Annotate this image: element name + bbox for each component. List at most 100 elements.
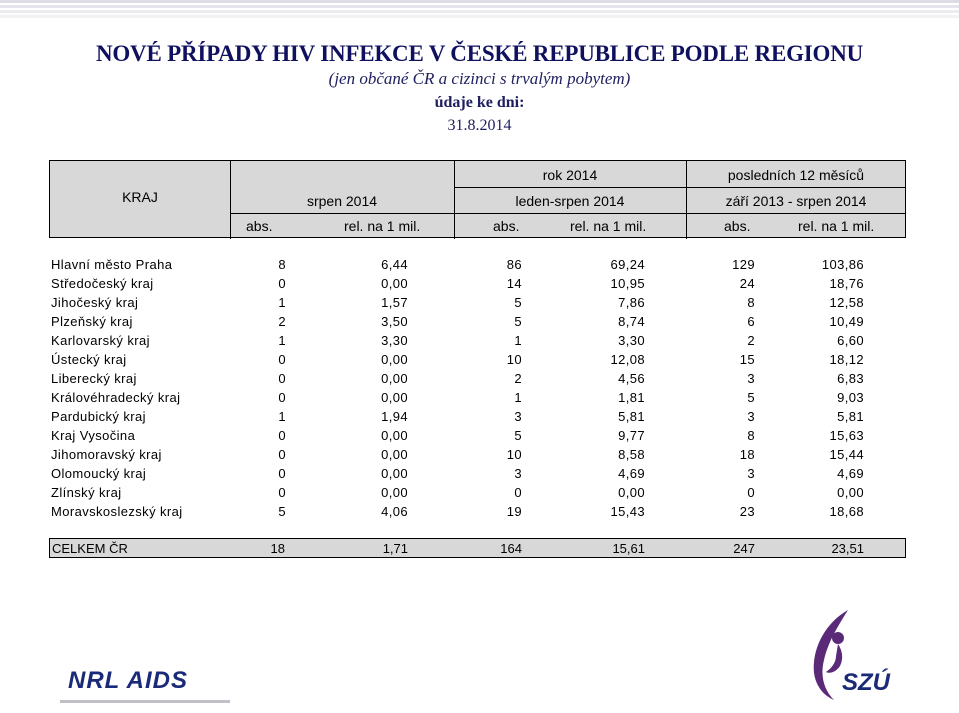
header-abs-1: abs. bbox=[246, 218, 273, 234]
cell-rel-year: 4,69 bbox=[618, 466, 645, 481]
cell-abs-month: 0 bbox=[278, 390, 286, 405]
cell-abs-year: 3 bbox=[514, 466, 522, 481]
cell-rel-12m: 4,69 bbox=[837, 466, 864, 481]
cell-rel-year: 12,08 bbox=[610, 352, 645, 367]
header-period-1: srpen 2014 bbox=[306, 193, 378, 209]
total-abs-12m: 247 bbox=[733, 541, 755, 556]
cell-abs-12m: 5 bbox=[747, 390, 755, 405]
cell-abs-12m: 15 bbox=[739, 352, 755, 367]
header-period-2: leden-srpen 2014 bbox=[515, 193, 625, 209]
cell-abs-year: 5 bbox=[514, 314, 522, 329]
cell-abs-year: 10 bbox=[506, 352, 522, 367]
region-name: Hlavní město Praha bbox=[51, 257, 173, 272]
cell-rel-12m: 6,83 bbox=[837, 371, 864, 386]
cell-abs-year: 10 bbox=[506, 447, 522, 462]
region-name: Olomoucký kraj bbox=[51, 466, 147, 481]
cell-rel-year: 5,81 bbox=[618, 409, 645, 424]
cell-abs-month: 8 bbox=[278, 257, 286, 272]
cell-rel-year: 69,24 bbox=[610, 257, 645, 272]
table-row: Karlovarský kraj 1 3,30 1 3,30 2 6,60 bbox=[49, 331, 906, 350]
cell-rel-month: 3,50 bbox=[381, 314, 408, 329]
cell-abs-month: 0 bbox=[278, 276, 286, 291]
date-value: 31.8.2014 bbox=[447, 117, 512, 134]
cell-rel-month: 0,00 bbox=[381, 390, 408, 405]
cell-abs-month: 0 bbox=[278, 485, 286, 500]
table-header: KRAJ rok 2014 posledních 12 měsíců srpen… bbox=[49, 160, 906, 239]
cell-abs-12m: 2 bbox=[747, 333, 755, 348]
total-row: CELKEM ČR 18 1,71 164 15,61 247 23,51 bbox=[49, 538, 906, 558]
cell-rel-12m: 10,49 bbox=[829, 314, 864, 329]
table-row: Plzeňský kraj 2 3,50 5 8,74 6 10,49 bbox=[49, 312, 906, 331]
header-abs-3: abs. bbox=[724, 218, 751, 234]
region-name: Liberecký kraj bbox=[51, 371, 137, 386]
cell-abs-month: 5 bbox=[278, 504, 286, 519]
szu-logo-icon: SZÚ bbox=[813, 610, 891, 700]
cell-abs-12m: 3 bbox=[747, 409, 755, 424]
cell-rel-month: 3,30 bbox=[381, 333, 408, 348]
header-rel-1: rel. na 1 mil. bbox=[344, 218, 421, 234]
table-row: Královéhradecký kraj 0 0,00 1 1,81 5 9,0… bbox=[49, 388, 906, 407]
header-abs-2: abs. bbox=[493, 218, 520, 234]
table-row: Pardubický kraj 1 1,94 3 5,81 3 5,81 bbox=[49, 407, 906, 426]
cell-rel-12m: 9,03 bbox=[837, 390, 864, 405]
cell-abs-month: 0 bbox=[278, 428, 286, 443]
top-decorative-stripes bbox=[0, 0, 959, 20]
table-row: Ústecký kraj 0 0,00 10 12,08 15 18,12 bbox=[49, 350, 906, 369]
total-abs-month: 18 bbox=[270, 541, 285, 556]
region-name: Kraj Vysočina bbox=[51, 428, 136, 443]
header-rok: rok 2014 bbox=[542, 167, 598, 183]
cell-rel-month: 1,94 bbox=[381, 409, 408, 424]
cell-abs-month: 2 bbox=[278, 314, 286, 329]
cell-rel-12m: 15,63 bbox=[829, 428, 864, 443]
cell-abs-year: 0 bbox=[514, 485, 522, 500]
cell-rel-12m: 18,12 bbox=[829, 352, 864, 367]
region-name: Pardubický kraj bbox=[51, 409, 146, 424]
region-name: Zlínský kraj bbox=[51, 485, 122, 500]
cell-rel-month: 6,44 bbox=[381, 257, 408, 272]
table-row: Liberecký kraj 0 0,00 2 4,56 3 6,83 bbox=[49, 369, 906, 388]
cell-abs-year: 2 bbox=[514, 371, 522, 386]
header-rel-2: rel. na 1 mil. bbox=[570, 218, 647, 234]
cell-abs-month: 0 bbox=[278, 352, 286, 367]
cell-rel-month: 0,00 bbox=[381, 466, 408, 481]
cell-rel-year: 9,77 bbox=[618, 428, 645, 443]
szu-logo-text: SZÚ bbox=[842, 668, 891, 696]
table-row: Moravskoslezský kraj 5 4,06 19 15,43 23 … bbox=[49, 502, 906, 521]
cell-rel-month: 0,00 bbox=[381, 276, 408, 291]
total-label: CELKEM ČR bbox=[52, 541, 128, 556]
table-row: Jihočeský kraj 1 1,57 5 7,86 8 12,58 bbox=[49, 293, 906, 312]
table-row: Hlavní město Praha 8 6,44 86 69,24 129 1… bbox=[49, 255, 906, 274]
table-row: Zlínský kraj 0 0,00 0 0,00 0 0,00 bbox=[49, 483, 906, 502]
cell-rel-year: 8,74 bbox=[618, 314, 645, 329]
cell-abs-12m: 129 bbox=[732, 257, 755, 272]
region-name: Plzeňský kraj bbox=[51, 314, 133, 329]
header-poslednich: posledních 12 měsíců bbox=[727, 167, 865, 183]
cell-rel-month: 0,00 bbox=[381, 352, 408, 367]
cell-rel-12m: 18,68 bbox=[829, 504, 864, 519]
cell-abs-month: 1 bbox=[278, 409, 286, 424]
cell-rel-year: 7,86 bbox=[618, 295, 645, 310]
cell-abs-12m: 24 bbox=[739, 276, 755, 291]
cell-rel-year: 8,58 bbox=[618, 447, 645, 462]
header-kraj: KRAJ bbox=[122, 189, 158, 205]
cell-abs-12m: 6 bbox=[747, 314, 755, 329]
cell-abs-year: 5 bbox=[514, 295, 522, 310]
cell-rel-month: 0,00 bbox=[381, 371, 408, 386]
cell-abs-year: 3 bbox=[514, 409, 522, 424]
cell-rel-month: 4,06 bbox=[381, 504, 408, 519]
cell-abs-month: 1 bbox=[278, 295, 286, 310]
cell-rel-year: 10,95 bbox=[610, 276, 645, 291]
region-name: Královéhradecký kraj bbox=[51, 390, 181, 405]
cell-abs-month: 0 bbox=[278, 371, 286, 386]
cell-abs-month: 0 bbox=[278, 466, 286, 481]
cell-rel-year: 3,30 bbox=[618, 333, 645, 348]
cell-abs-year: 1 bbox=[514, 333, 522, 348]
cell-abs-month: 0 bbox=[278, 447, 286, 462]
cell-abs-year: 86 bbox=[506, 257, 522, 272]
table-body: Hlavní město Praha 8 6,44 86 69,24 129 1… bbox=[49, 255, 906, 521]
region-name: Moravskoslezský kraj bbox=[51, 504, 183, 519]
cell-rel-12m: 103,86 bbox=[821, 257, 864, 272]
cell-rel-month: 0,00 bbox=[381, 428, 408, 443]
cell-abs-12m: 3 bbox=[747, 371, 755, 386]
cell-rel-12m: 12,58 bbox=[829, 295, 864, 310]
